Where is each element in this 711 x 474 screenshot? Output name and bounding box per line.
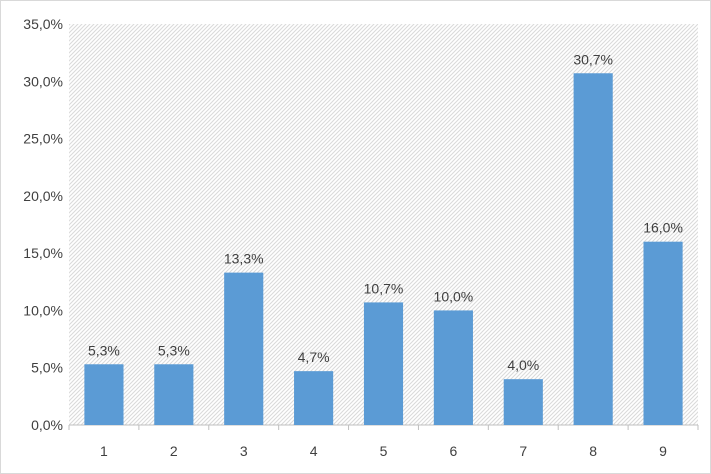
data-label: 16,0% — [643, 220, 683, 236]
x-tick-label: 2 — [170, 443, 178, 459]
data-label: 10,7% — [364, 280, 404, 296]
bars — [84, 73, 683, 425]
bar-6 — [433, 310, 473, 425]
bar-8 — [573, 73, 613, 425]
bar-7 — [503, 379, 543, 425]
bar-5 — [363, 302, 404, 425]
x-tick-label: 6 — [449, 443, 457, 459]
bar-1 — [84, 364, 124, 425]
data-labels: 5,3% 5,3% 13,3% 4,7% 10,7% 10,0% 4,0% 30,7% 16,0… — [88, 51, 683, 373]
bar-4 — [294, 371, 334, 425]
x-tick-label: 3 — [240, 443, 248, 459]
data-label: 5,3% — [158, 342, 190, 358]
data-label: 4,0% — [507, 357, 539, 373]
x-tick-label: 7 — [519, 443, 527, 459]
x-tick-label: 4 — [310, 443, 318, 459]
x-tick-label: 9 — [659, 443, 667, 459]
y-tick-label: 30,0% — [23, 73, 63, 89]
bar-9 — [643, 241, 683, 425]
y-tick-label: 5,0% — [31, 360, 63, 376]
y-tick-label: 10,0% — [23, 302, 63, 318]
y-tick-label: 0,0% — [31, 417, 63, 433]
y-tick-label: 35,0% — [23, 16, 63, 32]
x-axis-ticks — [68, 425, 699, 430]
x-tick-label: 5 — [380, 443, 388, 459]
data-label: 5,3% — [88, 342, 120, 358]
x-tick-label: 8 — [589, 443, 597, 459]
x-tick-label: 1 — [100, 443, 108, 459]
y-tick-label: 15,0% — [23, 245, 63, 261]
data-label: 10,0% — [434, 288, 474, 304]
data-label: 4,7% — [298, 349, 330, 365]
x-axis-labels: 1 2 3 4 5 6 7 8 9 — [100, 443, 667, 459]
y-tick-label: 20,0% — [23, 188, 63, 204]
bar-3 — [224, 272, 264, 425]
y-tick-label: 25,0% — [23, 131, 63, 147]
bar-2 — [154, 364, 194, 425]
y-axis-labels: 0,0% 5,0% 10,0% 15,0% 20,0% 25,0% 30,0% 35,0% — [23, 16, 63, 433]
data-label: 30,7% — [573, 51, 613, 67]
data-label: 13,3% — [224, 251, 264, 267]
